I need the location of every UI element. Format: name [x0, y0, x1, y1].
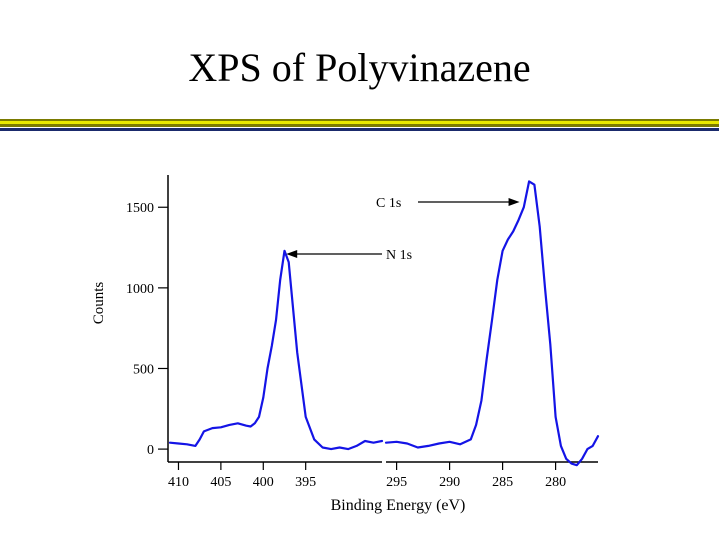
title-rule-dark — [0, 119, 719, 121]
lines-layer — [168, 180, 600, 467]
annotation-label: N 1s — [386, 248, 412, 263]
y-tick-label: 1000 — [126, 282, 154, 297]
axes-layer — [158, 175, 598, 470]
x-tick-label: 405 — [210, 475, 231, 490]
y-axis-label: Counts — [91, 282, 107, 325]
annotation-arrowhead — [508, 198, 520, 206]
x-tick-label: 280 — [545, 475, 566, 490]
title-rule-olive — [0, 124, 719, 127]
title-rule-bright — [0, 121, 719, 124]
x-tick-label: 410 — [168, 475, 189, 490]
x-tick-label: 285 — [492, 475, 513, 490]
title-rule-navy — [0, 128, 719, 131]
x-tick-label: 400 — [253, 475, 274, 490]
annotation-arrowhead — [286, 250, 298, 258]
series-line-2 — [384, 180, 600, 467]
y-tick-label: 0 — [147, 443, 154, 458]
x-axis-label: Binding Energy (eV) — [331, 497, 466, 514]
annotation-label: C 1s — [376, 196, 401, 211]
x-tick-label: 290 — [439, 475, 460, 490]
series-line-1 — [168, 249, 384, 451]
y-tick-label: 1500 — [126, 201, 154, 216]
x-tick-label: 295 — [386, 475, 407, 490]
labels-layer: 0 500 1000 1500 Counts 410 405 400 395 295 290 285 2… — [91, 196, 566, 514]
x-tick-label: 395 — [295, 475, 316, 490]
y-tick-label: 500 — [133, 362, 154, 377]
slide-title: XPS of Polyvinazene — [188, 45, 531, 90]
